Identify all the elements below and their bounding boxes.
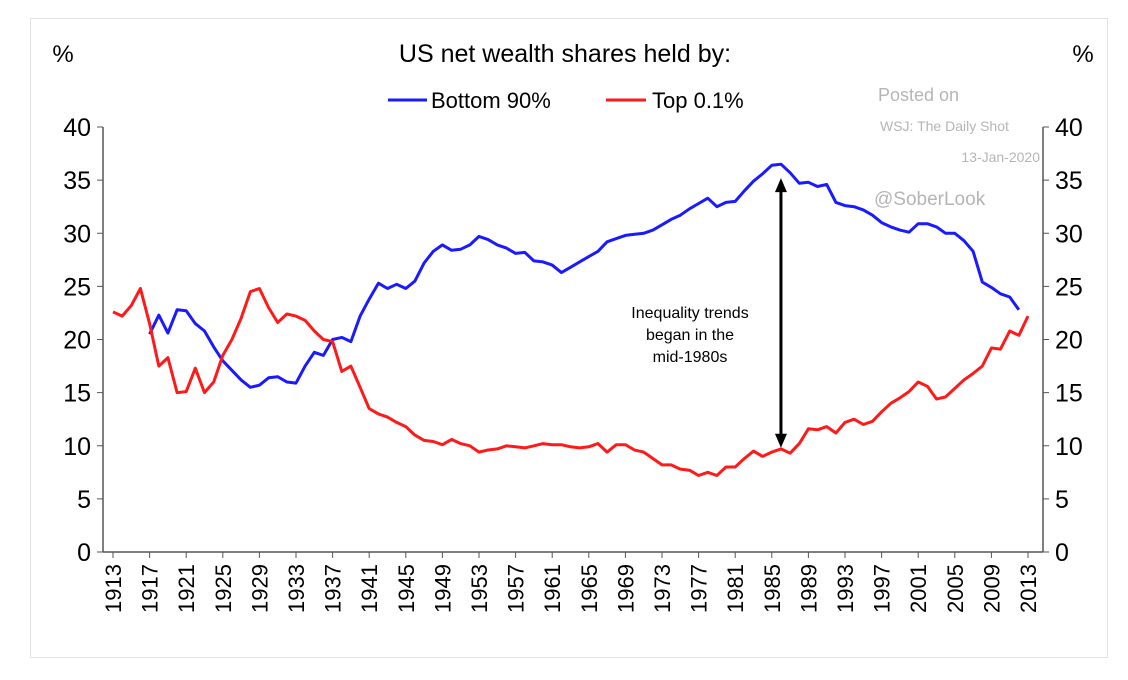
arrow-down-icon xyxy=(774,433,787,448)
x-tick-label: 1925 xyxy=(211,564,236,613)
chart-frame xyxy=(30,18,1108,658)
watermark-handle: @SoberLook xyxy=(874,189,986,210)
watermark-posted: Posted on xyxy=(878,85,959,105)
x-tick-label: 2009 xyxy=(979,564,1004,613)
y-tick-label-right: 15 xyxy=(1055,380,1083,408)
watermark-date: 13-Jan-2020 xyxy=(961,149,1040,165)
x-tick-label: 1969 xyxy=(613,564,638,613)
x-tick-label: 1985 xyxy=(760,564,785,613)
y-tick-label-right: 35 xyxy=(1055,167,1083,195)
x-tick-label: 1977 xyxy=(687,564,712,613)
x-tick-label: 1929 xyxy=(247,564,272,613)
y-tick-label-right: 0 xyxy=(1055,539,1069,567)
x-tick-label: 1917 xyxy=(138,564,163,613)
y-tick-label-left: 35 xyxy=(63,167,91,195)
y-axis-label-right: % xyxy=(1072,41,1093,68)
annotation-line-2: began in the xyxy=(646,327,734,344)
y-tick-label-right: 10 xyxy=(1055,433,1083,461)
x-tick-label: 1933 xyxy=(284,564,309,613)
x-tick-label: 1997 xyxy=(870,564,895,613)
x-tick-label: 1981 xyxy=(723,564,748,613)
x-tick-label: 1965 xyxy=(577,564,602,613)
legend: Bottom 90% Top 0.1% xyxy=(388,88,744,113)
x-tick-label: 1945 xyxy=(394,564,419,613)
arrow-up-icon xyxy=(774,178,787,193)
x-tick-label: 1989 xyxy=(796,564,821,613)
x-tick-label: 1973 xyxy=(650,564,675,613)
x-tick-label: 1913 xyxy=(101,564,126,613)
x-tick-label: 1949 xyxy=(430,564,455,613)
y-tick-label-left: 15 xyxy=(63,380,91,408)
y-tick-label-left: 40 xyxy=(63,114,91,142)
watermark: Posted on WSJ: The Daily Shot 13-Jan-202… xyxy=(874,85,1040,210)
series-line-top01 xyxy=(112,287,1030,477)
y-tick-label-left: 0 xyxy=(77,539,91,567)
y-tick-label-right: 30 xyxy=(1055,220,1083,248)
x-tick-label: 1921 xyxy=(174,564,199,613)
x-tick-label: 2001 xyxy=(906,564,931,613)
y-tick-label-left: 10 xyxy=(63,433,91,461)
series-line-bottom90 xyxy=(148,162,1021,389)
x-tick-label: 1957 xyxy=(504,564,529,613)
x-tick-label: 2013 xyxy=(1016,564,1041,613)
y-tick-label-right: 20 xyxy=(1055,327,1083,355)
x-tick-label: 1937 xyxy=(321,564,346,613)
legend-label-bottom90: Bottom 90% xyxy=(431,88,551,113)
x-tick-label: 2005 xyxy=(943,564,968,613)
x-tick-label: 1993 xyxy=(833,564,858,613)
y-tick-label-left: 20 xyxy=(63,327,91,355)
y-tick-label-right: 25 xyxy=(1055,273,1083,301)
annotation: Inequality trends began in the mid-1980s xyxy=(631,178,787,448)
y-tick-label-left: 30 xyxy=(63,220,91,248)
annotation-line-3: mid-1980s xyxy=(653,349,728,366)
legend-label-top01: Top 0.1% xyxy=(652,88,744,113)
x-tick-label: 1961 xyxy=(540,564,565,613)
annotation-line-1: Inequality trends xyxy=(631,305,748,322)
chart-title: US net wealth shares held by: xyxy=(399,40,731,68)
y-tick-label-right: 40 xyxy=(1055,114,1083,142)
x-tick-label: 1941 xyxy=(357,564,382,613)
watermark-source: WSJ: The Daily Shot xyxy=(880,118,1009,134)
y-tick-label-right: 5 xyxy=(1055,486,1069,514)
y-axis-label-left: % xyxy=(52,41,73,68)
y-tick-label-left: 25 xyxy=(63,273,91,301)
x-tick-label: 1953 xyxy=(467,564,492,613)
y-tick-label-left: 5 xyxy=(77,486,91,514)
